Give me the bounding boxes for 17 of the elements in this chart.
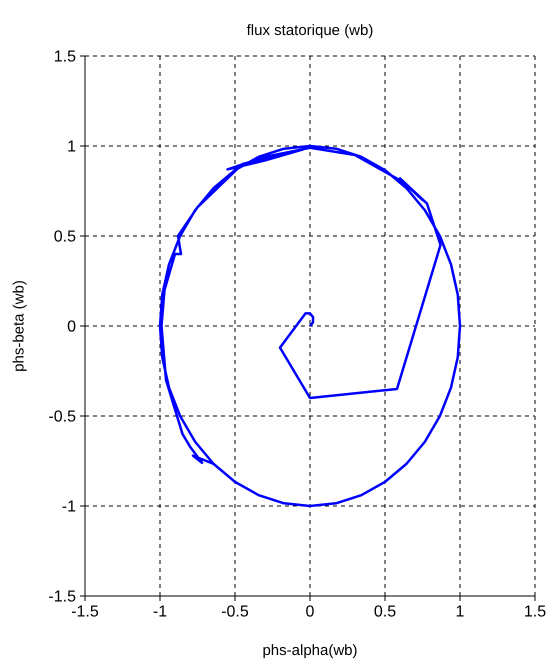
y-tick-label: 0 xyxy=(67,318,76,336)
y-tick-label: 1.5 xyxy=(54,48,76,66)
y-tick-label: -1.5 xyxy=(48,588,76,606)
x-tick-label: 1 xyxy=(456,603,465,620)
y-tick-label: 1 xyxy=(67,138,76,156)
x-tick-label: -0.5 xyxy=(221,603,249,620)
y-tick-label: -0.5 xyxy=(48,408,76,426)
line-series xyxy=(158,144,462,508)
y-tick-label: 0.5 xyxy=(54,228,76,246)
x-tick-label: 0.5 xyxy=(374,603,396,620)
x-axis-title: phs-alpha(wb) xyxy=(262,642,358,659)
x-tick-label: 1.5 xyxy=(524,603,546,620)
chart-title: flux statorique (wb) xyxy=(246,22,374,39)
x-tick-label: 0 xyxy=(306,603,315,620)
y-tick-label: -1 xyxy=(62,498,76,516)
x-tick-label: -1 xyxy=(152,603,168,620)
y-axis-title: phs-beta (wb) xyxy=(10,280,28,372)
